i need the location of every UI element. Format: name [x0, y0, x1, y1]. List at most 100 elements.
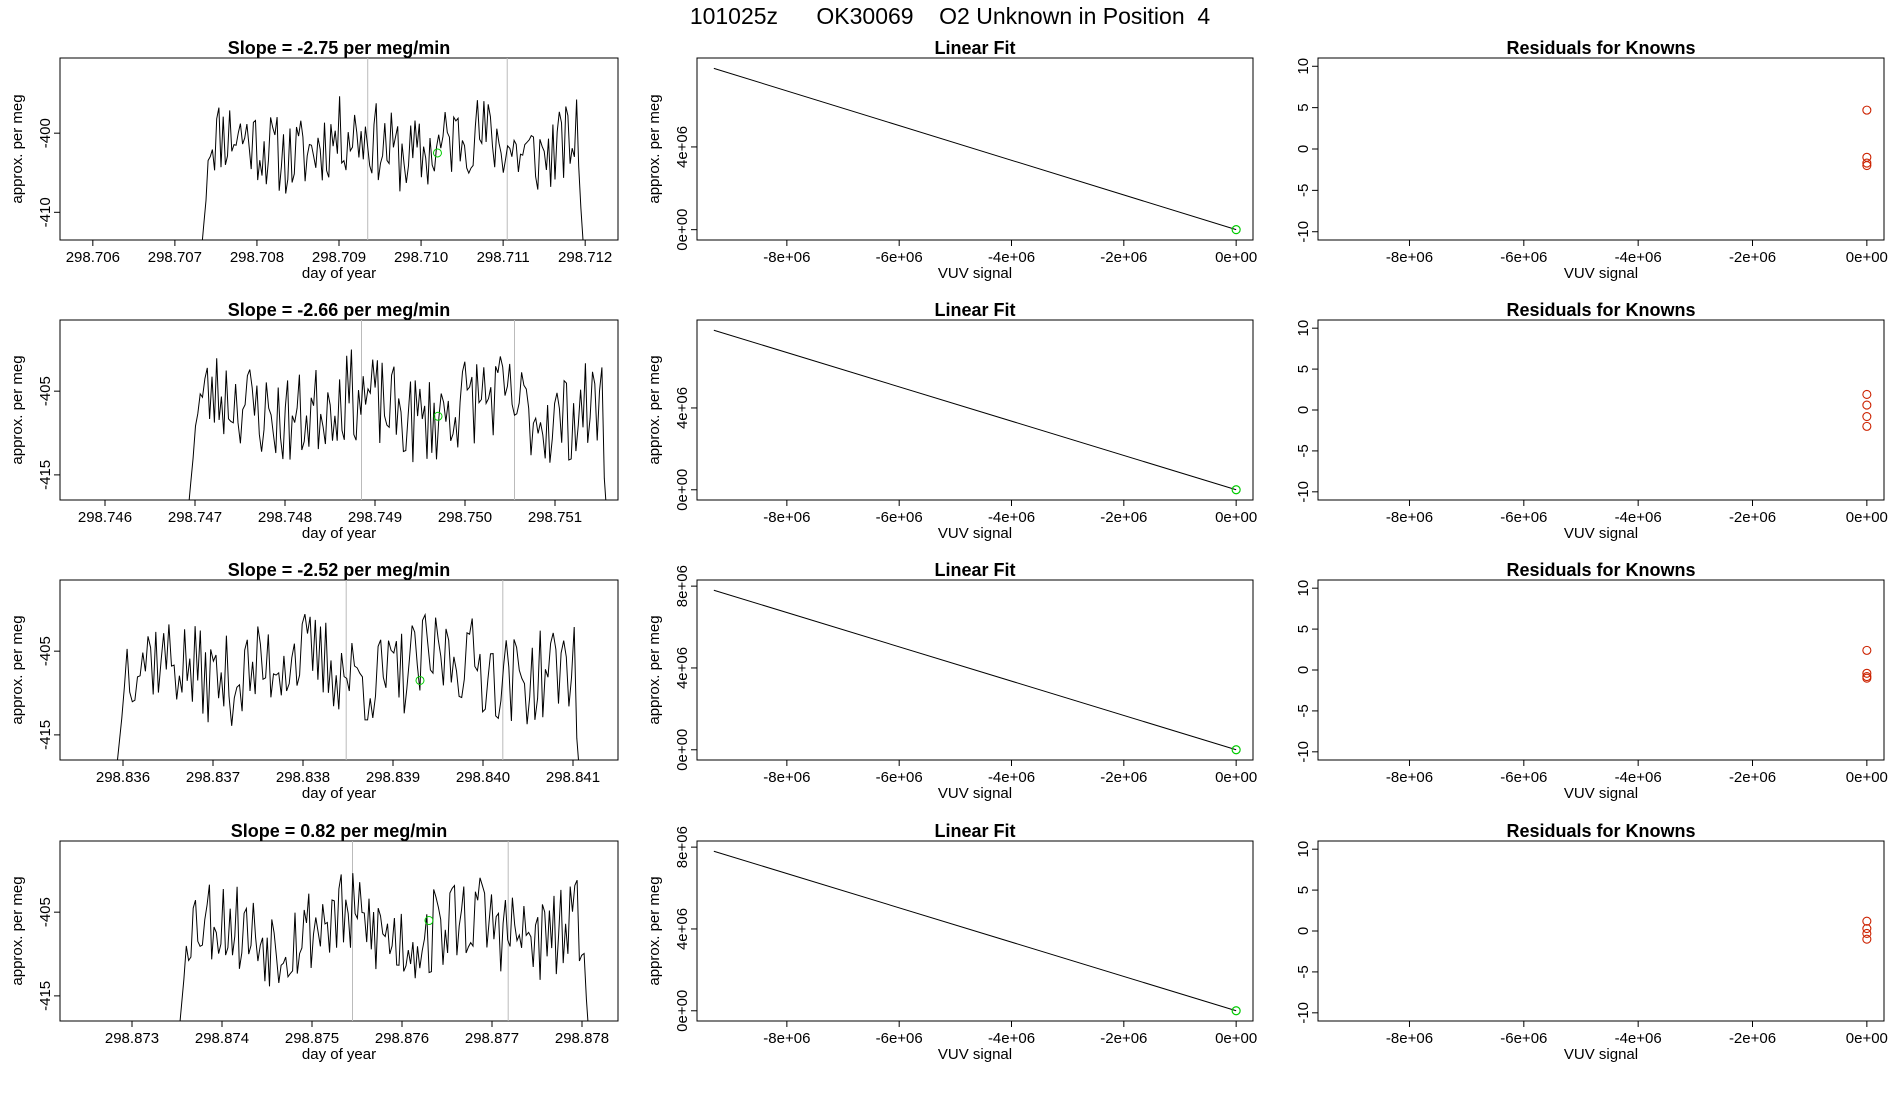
x-tick-label: 298.750: [438, 509, 492, 526]
y-tick-label: -10: [1295, 481, 1312, 503]
x-tick-label: -2e+06: [1729, 1030, 1776, 1047]
y-axis-label: approx. per meg: [646, 94, 663, 203]
plot-frame: [696, 579, 1254, 761]
x-tick-label: -4e+06: [1615, 769, 1662, 786]
x-tick-label: -4e+06: [988, 1030, 1035, 1047]
y-axis: 0e+00 4e+06 8e+06 approx. per meg: [646, 826, 697, 1032]
y-tick-label: -405: [37, 897, 54, 927]
time-series-plot-area: [188, 320, 607, 500]
linear-fit-plot-area: [713, 329, 1241, 495]
x-tick-label: -8e+06: [1386, 249, 1433, 266]
residuals-plot-area: [1862, 105, 1872, 171]
x-tick-label: -8e+06: [1386, 1030, 1433, 1047]
y-tick-label: 10: [1295, 58, 1312, 75]
y-axis: 0e+00 4e+06 approx. per meg: [646, 355, 697, 511]
linear-fit-title: Linear Fit: [934, 560, 1015, 580]
fit-line: [713, 329, 1237, 491]
y-tick-label: -400: [37, 118, 54, 148]
x-axis: 298.746 298.747 298.748 298.749 298.750 298.7…: [78, 500, 582, 542]
time-series-plot-area: [179, 841, 589, 1021]
y-tick-label: -405: [37, 376, 54, 406]
x-tick-label: 298.747: [168, 509, 222, 526]
x-tick-label: -2e+06: [1729, 769, 1776, 786]
plot-frame: [696, 57, 1254, 241]
y-axis: -10 -5 0 5 10: [1295, 58, 1318, 243]
y-tick-label: 0: [1295, 666, 1312, 674]
x-tick-label: 298.710: [394, 249, 448, 266]
x-tick-label: 298.751: [528, 509, 582, 526]
x-tick-label: 298.877: [465, 1030, 519, 1047]
linear-fit-plot-area: [713, 850, 1241, 1016]
x-tick-label: 298.839: [366, 769, 420, 786]
x-tick-label: 298.840: [456, 769, 510, 786]
residual-point: [1862, 400, 1872, 410]
residual-point: [1862, 923, 1872, 934]
y-axis: -405 -415 approx. per meg: [9, 876, 60, 1011]
linear-fit-title: Linear Fit: [934, 300, 1015, 320]
x-tick-label: 0e+00: [1846, 509, 1888, 526]
linear-fit-panel: Linear Fit -8e+06 -6e+06 -4e+06 -2e+06 0e+00 V…: [646, 300, 1257, 542]
x-tick-label: -2e+06: [1100, 509, 1147, 526]
unknown-mean-marker: [424, 916, 434, 926]
y-tick-label: -5: [1295, 184, 1312, 197]
x-tick-label: 298.706: [66, 249, 120, 266]
slope-title: Slope = -2.66 per meg/min: [228, 300, 451, 320]
x-tick-label: 298.748: [258, 509, 312, 526]
x-tick-label: -4e+06: [1615, 509, 1662, 526]
residual-point: [1862, 928, 1872, 939]
x-tick-label: -2e+06: [1100, 1030, 1147, 1047]
x-tick-label: 298.874: [195, 1030, 249, 1047]
x-axis: 298.873 298.874 298.875 298.876 298.877 298.8…: [105, 1021, 609, 1063]
y-tick-label: 4e+06: [674, 908, 691, 950]
residuals-panel: Residuals for Knowns -8e+06 -6e+06 -4e+06 -2…: [1295, 821, 1888, 1063]
linear-fit-panel: Linear Fit -8e+06 -6e+06 -4e+06 -2e+06 0e+00 V…: [646, 38, 1257, 282]
linear-fit-plot-area: [713, 67, 1241, 235]
x-tick-label: 0e+00: [1215, 249, 1257, 266]
x-axis-label: VUV signal: [938, 785, 1012, 802]
y-tick-label: 5: [1295, 365, 1312, 373]
y-tick-label: 10: [1295, 580, 1312, 597]
y-tick-label: -10: [1295, 221, 1312, 243]
residual-point: [1862, 645, 1872, 655]
residuals-plot-area: [1862, 389, 1872, 431]
residuals-title: Residuals for Knowns: [1506, 560, 1695, 580]
x-axis-label: VUV signal: [938, 265, 1012, 282]
x-tick-label: -4e+06: [988, 509, 1035, 526]
x-axis-label: VUV signal: [938, 525, 1012, 542]
y-tick-label: 0e+00: [674, 990, 691, 1032]
fit-point: [1231, 485, 1241, 495]
plot-frame: [59, 319, 619, 501]
y-tick-label: 0: [1295, 145, 1312, 153]
x-tick-label: 298.873: [105, 1030, 159, 1047]
x-axis: -8e+06 -6e+06 -4e+06 -2e+06 0e+00 VUV signal: [1386, 760, 1888, 802]
x-tick-label: -8e+06: [763, 769, 810, 786]
y-tick-label: 4e+06: [674, 647, 691, 689]
residuals-plot-area: [1862, 645, 1872, 683]
y-axis: -405 -415 approx. per meg: [9, 615, 60, 750]
y-axis: -400 -410 approx. per meg: [9, 94, 60, 227]
y-tick-label: 0e+00: [674, 469, 691, 511]
x-axis-label: VUV signal: [1564, 785, 1638, 802]
x-tick-label: 298.838: [276, 769, 330, 786]
x-tick-label: -4e+06: [1615, 1030, 1662, 1047]
residuals-panel: Residuals for Knowns -8e+06 -6e+06 -4e+06 -2…: [1295, 300, 1888, 542]
x-axis-label: VUV signal: [1564, 525, 1638, 542]
fit-point: [1231, 745, 1241, 755]
y-tick-label: -10: [1295, 1002, 1312, 1024]
residual-point: [1862, 668, 1872, 678]
time-series-line: [179, 873, 589, 1021]
y-axis-label: approx. per meg: [9, 94, 26, 203]
linear-fit-plot-area: [713, 589, 1241, 755]
x-tick-label: 0e+00: [1846, 769, 1888, 786]
y-tick-label: 10: [1295, 841, 1312, 858]
x-tick-label: -6e+06: [876, 1030, 923, 1047]
figure-title: 101025z OK30069 O2 Unknown in Position 4: [690, 3, 1211, 29]
x-axis-label: VUV signal: [1564, 265, 1638, 282]
unknown-mean-marker: [433, 411, 443, 421]
y-axis: -10 -5 0 5 10: [1295, 580, 1318, 763]
residuals-plot-area: [1862, 916, 1872, 944]
y-tick-label: 4e+06: [674, 126, 691, 168]
y-axis-label: approx. per meg: [9, 615, 26, 724]
